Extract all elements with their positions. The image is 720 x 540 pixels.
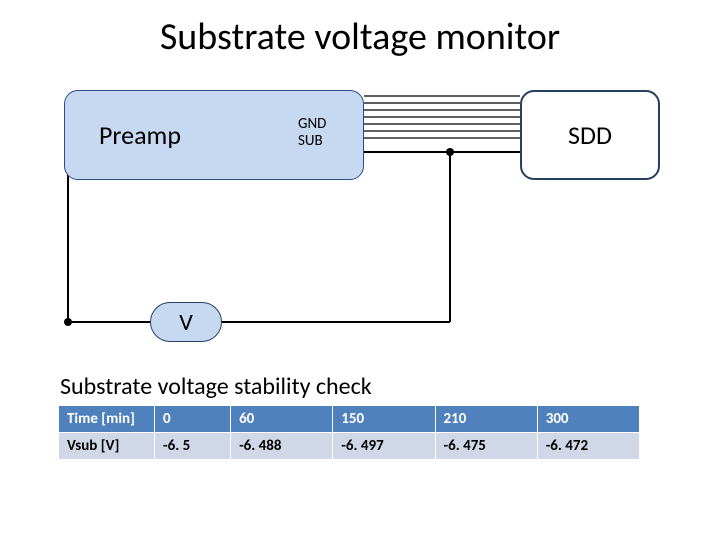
header-time: Time [min] (59, 406, 155, 433)
row-label: Vsub [V] (59, 433, 155, 460)
cell: -6. 5 (155, 433, 231, 460)
voltmeter-block: V (150, 302, 222, 342)
gnd-sub-labels: GND SUB (298, 116, 326, 149)
cell: -6. 472 (537, 433, 639, 460)
header-col: 60 (231, 406, 333, 433)
preamp-label: Preamp (99, 119, 181, 151)
sub-label: SUB (298, 133, 326, 150)
header-col: 150 (333, 406, 435, 433)
header-col: 210 (435, 406, 537, 433)
page-title: Substrate voltage monitor (0, 14, 720, 60)
cell: -6. 488 (231, 433, 333, 460)
table-title: Substrate voltage stability check (60, 372, 372, 401)
table-row: Vsub [V] -6. 5 -6. 488 -6. 497 -6. 475 -… (59, 433, 640, 460)
table-header-row: Time [min] 0 60 150 210 300 (59, 406, 640, 433)
sdd-label: SDD (568, 119, 612, 151)
sdd-block: SDD (520, 90, 660, 180)
cell: -6. 475 (435, 433, 537, 460)
voltmeter-label: V (179, 308, 193, 337)
header-col: 300 (537, 406, 639, 433)
circuit-diagram: Preamp GND SUB SDD V (60, 80, 660, 360)
stability-table: Time [min] 0 60 150 210 300 Vsub [V] -6.… (58, 405, 640, 460)
header-col: 0 (155, 406, 231, 433)
cell: -6. 497 (333, 433, 435, 460)
gnd-label: GND (298, 116, 326, 133)
